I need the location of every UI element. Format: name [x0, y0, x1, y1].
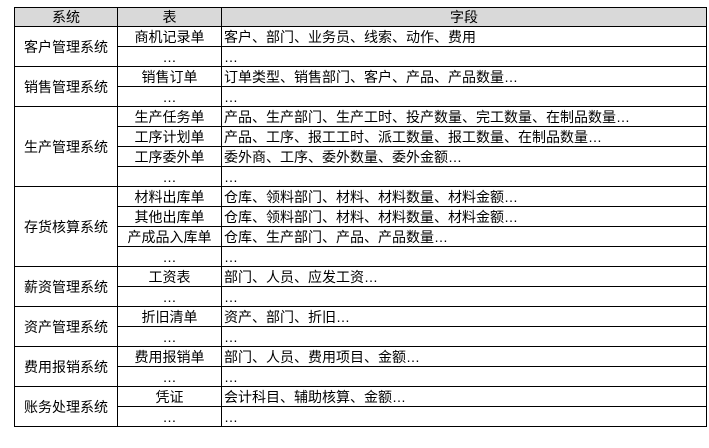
table-row: 账务处理系统 凭证 会计科目、辅助核算、金额… [14, 386, 707, 428]
table-name-cell: 其他出库单 [117, 206, 222, 228]
system-name-cell: 销售管理系统 [14, 66, 118, 108]
table-row: …… [15, 86, 707, 108]
table-name-cell: … [117, 46, 222, 68]
table-row: 客户管理系统 商机记录单 客户、部门、业务员、线索、动作、费用 [14, 26, 707, 68]
col-header-table: 表 [117, 6, 222, 28]
table-row: …… [15, 406, 707, 428]
fields-cell: … [221, 166, 707, 188]
table-name-cell: 产成品入库单 [117, 226, 222, 248]
fields-cell: 仓库、生产部门、产品、产品数量… [221, 226, 707, 248]
table-name-cell: 折旧清单 [117, 306, 222, 328]
fields-cell: … [221, 406, 707, 428]
fields-cell: 订单类型、销售部门、客户、产品、产品数量… [221, 66, 707, 88]
system-name-cell: 客户管理系统 [14, 26, 118, 68]
table-name-cell: … [117, 246, 222, 268]
table-row: …… [15, 46, 707, 68]
table-name-cell: … [117, 86, 222, 108]
table-row: 工序计划单 产品、工序、报工工时、派工数量、报工数量、在制品数量… [15, 126, 707, 148]
table-row: 产成品入库单 仓库、生产部门、产品、产品数量… [15, 226, 707, 248]
systems-tables-fields-table: 系统 表 字段 客户管理系统 商机记录单 客户、部门、业务员、线索、动作、费用…… 销… [14, 6, 707, 428]
table-row: 费用报销系统 费用报销单 部门、人员、费用项目、金额… [14, 346, 707, 388]
table-row: …… [15, 326, 707, 348]
fields-cell: 仓库、领料部门、材料、材料数量、材料金额… [221, 206, 707, 228]
system-name-cell: 资产管理系统 [14, 306, 118, 348]
header-row: 系统 表 字段 [14, 6, 707, 28]
table-body: 客户管理系统 商机记录单 客户、部门、业务员、线索、动作、费用…… 销售管理系统 销售订… [14, 26, 707, 428]
fields-cell: 仓库、领料部门、材料、材料数量、材料金额… [221, 186, 707, 208]
table-name-cell: … [117, 406, 222, 428]
table-row: 其他出库单 仓库、领料部门、材料、材料数量、材料金额… [15, 206, 707, 228]
table-row: 资产管理系统 折旧清单 资产、部门、折旧… [14, 306, 707, 348]
table-name-cell: 凭证 [117, 386, 222, 408]
table-header: 系统 表 字段 [14, 6, 707, 28]
table-name-cell: 工序委外单 [117, 146, 222, 168]
table-name-cell: … [117, 166, 222, 188]
fields-cell: 产品、工序、报工工时、派工数量、报工数量、在制品数量… [221, 126, 707, 148]
table-name-cell: 销售订单 [117, 66, 222, 88]
table-name-cell: … [117, 326, 222, 348]
system-name-cell: 薪资管理系统 [14, 266, 118, 308]
col-header-system: 系统 [14, 6, 118, 28]
table-row: 销售管理系统 销售订单 订单类型、销售部门、客户、产品、产品数量… [14, 66, 707, 108]
fields-cell: 产品、生产部门、生产工时、投产数量、完工数量、在制品数量… [221, 106, 707, 128]
system-name-cell: 存货核算系统 [14, 186, 118, 268]
table-name-cell: 工资表 [117, 266, 222, 288]
system-name-cell: 账务处理系统 [14, 386, 118, 428]
system-name-cell: 生产管理系统 [14, 106, 118, 188]
table-name-cell: 生产任务单 [117, 106, 222, 128]
table-name-cell: 工序计划单 [117, 126, 222, 148]
table-row: 薪资管理系统 工资表 部门、人员、应发工资… [14, 266, 707, 308]
table-row: 工序委外单 委外商、工序、委外数量、委外金额… [15, 146, 707, 168]
fields-cell: … [221, 326, 707, 348]
fields-cell: … [221, 246, 707, 268]
fields-cell: 委外商、工序、委外数量、委外金额… [221, 146, 707, 168]
fields-cell: … [221, 366, 707, 388]
fields-cell: 部门、人员、费用项目、金额… [221, 346, 707, 368]
table-name-cell: … [117, 286, 222, 308]
fields-cell: … [221, 286, 707, 308]
fields-cell: … [221, 46, 707, 68]
fields-cell: 会计科目、辅助核算、金额… [221, 386, 707, 408]
fields-cell: 资产、部门、折旧… [221, 306, 707, 328]
system-name-cell: 费用报销系统 [14, 346, 118, 388]
table-row: 生产管理系统 生产任务单 产品、生产部门、生产工时、投产数量、完工数量、在制品数量… [14, 106, 707, 188]
fields-cell: 部门、人员、应发工资… [221, 266, 707, 288]
table-name-cell: … [117, 366, 222, 388]
table-row: …… [15, 366, 707, 388]
table-row: …… [15, 246, 707, 268]
fields-cell: … [221, 86, 707, 108]
col-header-fields: 字段 [221, 6, 707, 28]
table-row: 存货核算系统 材料出库单 仓库、领料部门、材料、材料数量、材料金额… [14, 186, 707, 268]
fields-cell: 客户、部门、业务员、线索、动作、费用 [221, 26, 707, 48]
table-row: …… [15, 286, 707, 308]
table-name-cell: 材料出库单 [117, 186, 222, 208]
table-row: …… [15, 166, 707, 188]
table-name-cell: 商机记录单 [117, 26, 222, 48]
table-name-cell: 费用报销单 [117, 346, 222, 368]
